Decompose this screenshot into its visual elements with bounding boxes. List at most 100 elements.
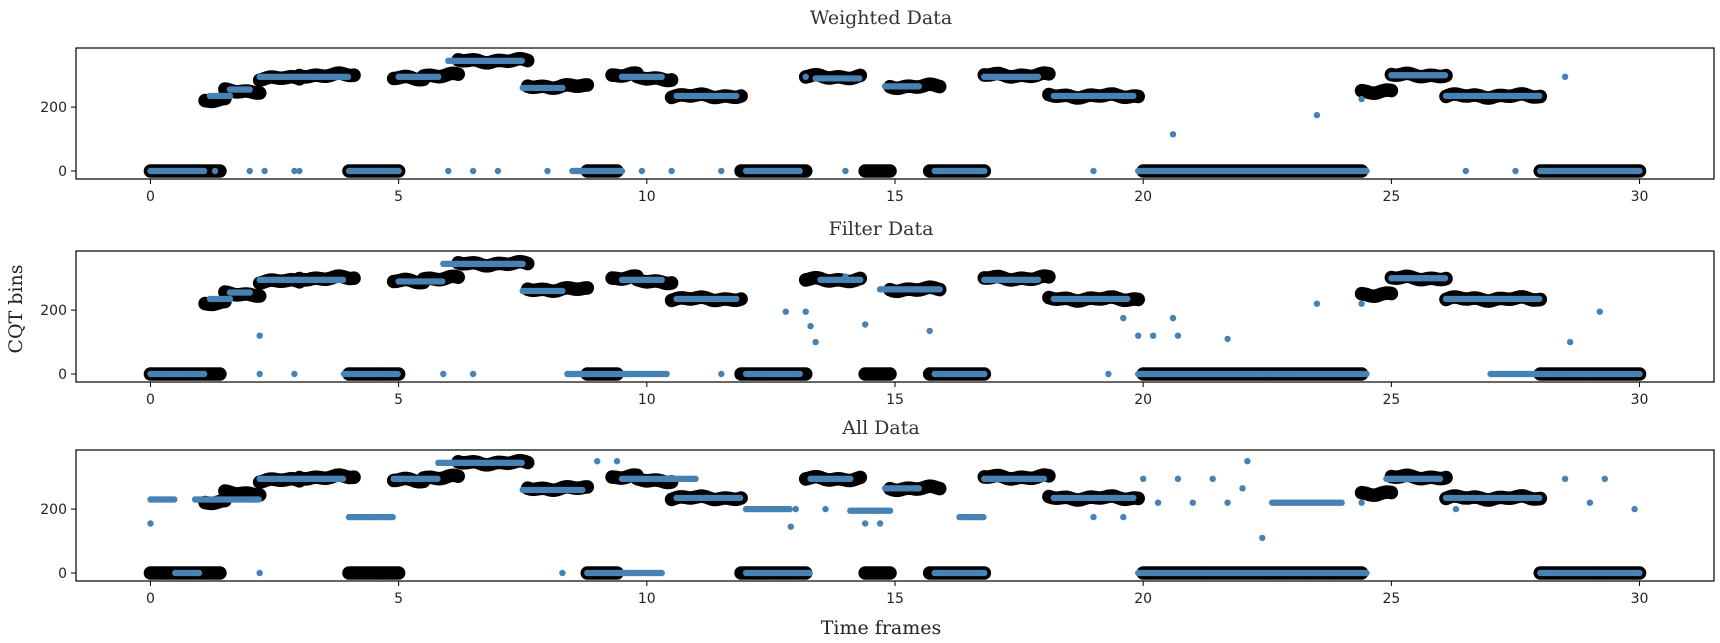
estimate-point	[147, 520, 154, 527]
estimate-point	[1174, 332, 1182, 339]
estimate-point	[494, 167, 502, 175]
estimate-point	[246, 289, 253, 296]
estimate-point	[246, 167, 253, 175]
reference-point	[347, 470, 361, 485]
estimate-point	[469, 167, 477, 175]
estimate-point	[1169, 314, 1177, 322]
filter-data-title: Filter Data	[829, 218, 934, 240]
x-tick-label: 15	[886, 591, 904, 607]
estimate-point	[792, 505, 799, 513]
estimate-point	[822, 505, 829, 513]
reference-point	[1131, 292, 1145, 307]
reference-point	[347, 271, 361, 286]
estimate-point	[291, 370, 298, 378]
estimate-point	[256, 332, 263, 339]
reference-point	[932, 79, 947, 94]
estimate-point	[1512, 167, 1519, 175]
reference-point	[520, 256, 535, 271]
estimate-point	[802, 308, 809, 315]
reference-points	[143, 254, 1647, 381]
x-tick-label: 5	[394, 189, 403, 205]
estimate-point	[569, 370, 576, 378]
estimate-point	[226, 295, 234, 303]
estimate-point	[439, 278, 446, 285]
estimate-point	[200, 167, 208, 175]
estimate-point	[857, 276, 864, 283]
estimate-point	[638, 167, 646, 175]
estimate-point	[544, 167, 551, 175]
estimate-point	[1536, 92, 1543, 100]
reference-point	[451, 270, 466, 285]
weighted-data-plot-area: 0 5 10 15 20 25 30 0 200	[40, 47, 1715, 205]
estimate-point	[733, 92, 740, 100]
estimate-point	[658, 276, 665, 283]
y-tick-label: 0	[58, 367, 67, 383]
reference-point	[1384, 286, 1399, 301]
estimate-point	[862, 321, 869, 328]
y-tick-label: 0	[58, 164, 67, 180]
estimate-point	[344, 73, 352, 81]
estimate-point	[559, 569, 566, 577]
estimate-point	[1244, 458, 1251, 465]
reference-points	[143, 51, 1647, 178]
estimate-point	[796, 167, 803, 175]
estimate-point	[1636, 370, 1643, 378]
estimate-point	[658, 73, 665, 81]
estimate-point	[395, 167, 402, 175]
reference-point	[734, 292, 748, 306]
estimate-point	[736, 494, 744, 502]
reference-point	[213, 367, 227, 381]
estimate-point	[1313, 300, 1321, 307]
estimate-point	[1040, 475, 1048, 482]
x-tick-label: 20	[1134, 392, 1152, 408]
reference-point	[1131, 491, 1145, 506]
estimate-point	[1338, 499, 1345, 506]
estimate-point	[339, 276, 347, 283]
estimate-point	[1124, 295, 1131, 303]
estimate-point	[1561, 73, 1569, 81]
estimate-point	[1636, 569, 1643, 577]
estimate-point	[1090, 167, 1097, 175]
estimate-point	[195, 569, 203, 577]
x-tick-label: 30	[1631, 392, 1649, 408]
estimate-point	[255, 496, 262, 503]
estimate-points	[147, 57, 1643, 175]
estimate-point	[445, 167, 452, 175]
reference-point	[734, 89, 748, 103]
x-tick-label: 20	[1134, 189, 1152, 205]
estimate-point	[1358, 300, 1365, 307]
estimate-points	[147, 458, 1643, 577]
estimate-point	[1224, 499, 1231, 506]
estimate-point	[435, 73, 442, 81]
estimate-point	[1154, 499, 1162, 506]
reference-point	[391, 566, 406, 580]
estimate-point	[1363, 370, 1370, 378]
y-tick-label: 200	[40, 502, 67, 518]
estimate-point	[1452, 505, 1460, 513]
reference-point	[520, 455, 535, 470]
reference-point	[932, 481, 947, 496]
estimate-point	[663, 370, 670, 378]
reference-point	[883, 367, 897, 381]
estimate-point	[1135, 332, 1142, 339]
reference-point	[213, 566, 227, 580]
estimate-point	[1436, 475, 1444, 482]
y-tick-label: 200	[40, 100, 67, 116]
x-tick-label: 20	[1134, 591, 1152, 607]
estimate-point	[339, 475, 347, 482]
x-tick-label: 25	[1382, 591, 1400, 607]
estimate-point	[389, 513, 396, 521]
estimate-point	[1174, 475, 1182, 482]
estimate-point	[668, 167, 675, 175]
x-tick-label: 0	[146, 392, 155, 408]
reference-point	[664, 73, 679, 87]
estimate-point	[211, 167, 219, 175]
reference-point	[1439, 470, 1453, 485]
x-tick-label: 10	[638, 189, 656, 205]
estimate-point	[1169, 131, 1177, 138]
x-tick-label: 25	[1382, 392, 1400, 408]
estimate-point	[936, 286, 943, 293]
estimate-point	[658, 569, 665, 577]
estimate-point	[1363, 167, 1370, 175]
estimate-point	[613, 458, 621, 465]
